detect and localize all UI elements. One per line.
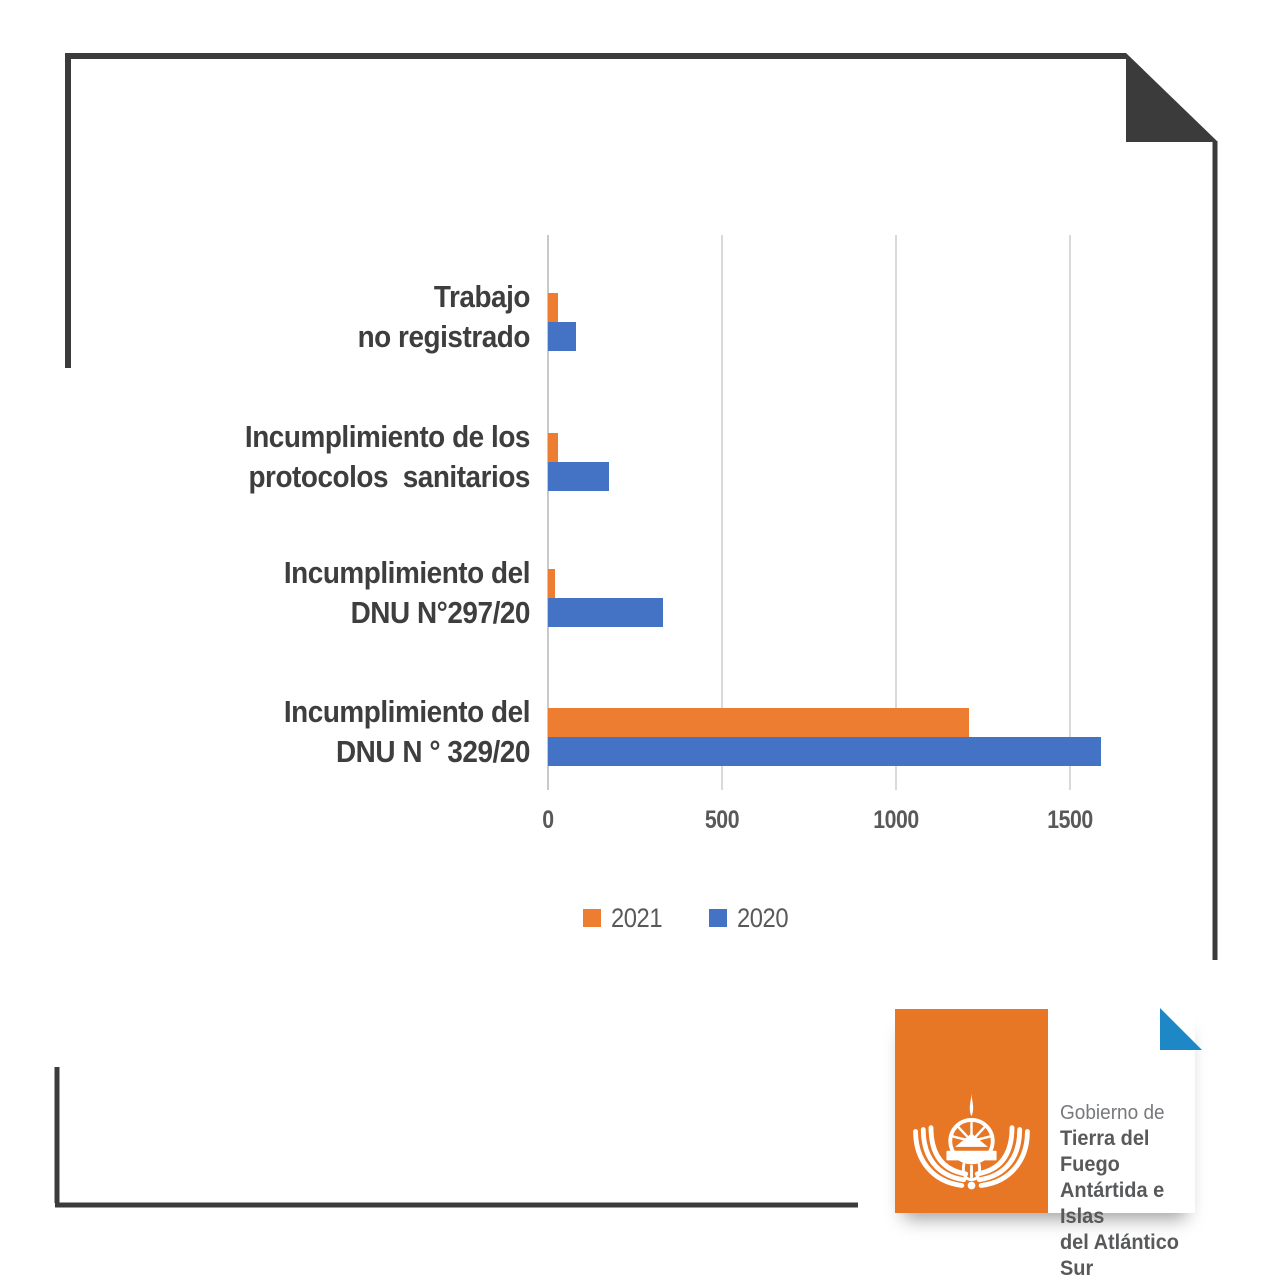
logo-text-gobierno: Gobierno de — [1060, 1102, 1165, 1124]
gridline-1000 — [895, 235, 897, 790]
x-tick-label-0: 0 — [542, 806, 554, 834]
chart-legend: 2021 2020 — [583, 900, 795, 936]
legend-item-2021: 2021 — [583, 903, 669, 934]
bar-2020-category-2 — [548, 598, 663, 627]
x-tick-label-1000: 1000 — [873, 806, 919, 834]
logo-text-atlantico: del Atlántico Sur — [1060, 1231, 1179, 1280]
bar-2021-category-1 — [548, 433, 559, 462]
bar-2020-category-3 — [548, 737, 1102, 766]
category-label-3: Incumplimiento del DNU N ° 329/20 — [283, 694, 531, 769]
coat-of-arms-icon — [913, 1092, 1030, 1190]
x-tick-label-1500: 1500 — [1047, 806, 1093, 834]
government-logo-text: Gobierno de Tierra del Fuego Antártida e… — [1060, 1101, 1188, 1280]
gridline-1500 — [1069, 235, 1071, 790]
legend-swatch-2020 — [709, 909, 728, 927]
legend-item-2020: 2020 — [709, 903, 795, 934]
gridline-500 — [721, 235, 723, 790]
gridline-0 — [547, 235, 549, 790]
legend-label-2021: 2021 — [611, 902, 663, 933]
legend-label-2020: 2020 — [737, 902, 789, 933]
x-tick-label-500: 500 — [704, 806, 740, 834]
bar-2021-category-0 — [548, 293, 559, 322]
coat-of-arms-box — [895, 1009, 1048, 1213]
legend-swatch-2021 — [583, 909, 601, 927]
bar-2020-category-0 — [548, 322, 576, 351]
category-label-1: Incumplimiento de los protocolos sanitar… — [244, 419, 531, 494]
bar-2021-category-3 — [548, 708, 970, 737]
government-logo-card: Gobierno de Tierra del Fuego Antártida e… — [895, 1009, 1195, 1280]
logo-text-tierra: Tierra del Fuego — [1060, 1127, 1150, 1176]
logo-text-antartida: Antártida e Islas — [1060, 1179, 1165, 1228]
category-label-2: Incumplimiento del DNU N°297/20 — [283, 555, 531, 630]
bar-2020-category-1 — [548, 462, 609, 491]
bar-2021-category-2 — [548, 569, 555, 598]
category-label-0: Trabajo no registrado — [357, 279, 531, 354]
